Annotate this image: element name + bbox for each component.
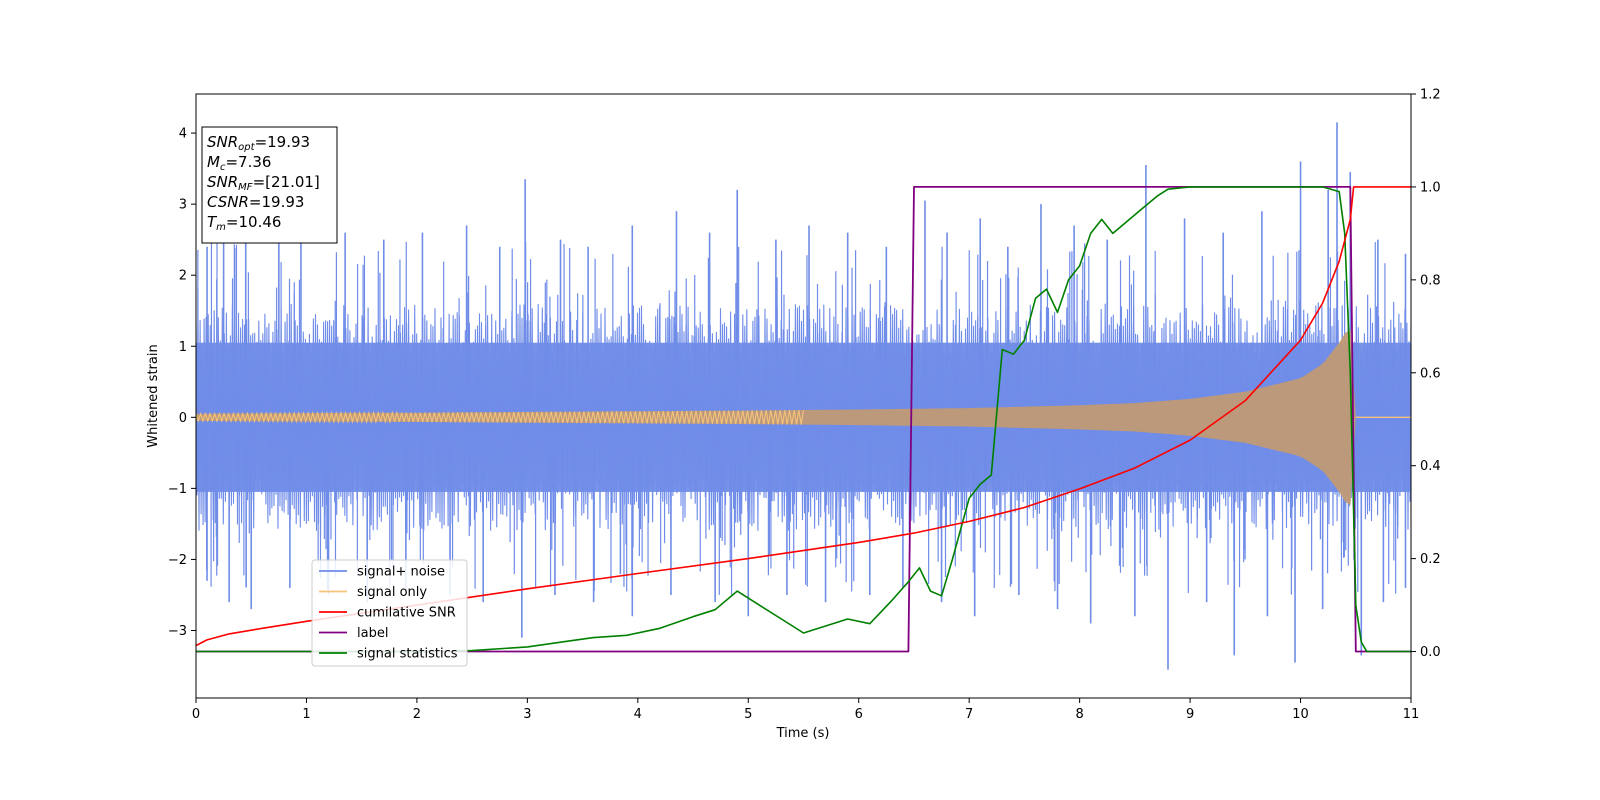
annotation-box: SNRopt=19.93Mc=7.36SNRMF=[21.01]CSNR=19.… [201,126,338,244]
x-axis: 0 1 2 3 4 5 6 7 8 9 10 11 [192,698,1419,722]
legend-entry-label: cumilative SNR [357,606,456,621]
x-tick-label: 11 [1403,707,1420,722]
annotation-line: Tm=10.46 [207,213,281,233]
annotation-frame [201,126,338,244]
y-left-tick-label: 2 [179,269,187,284]
x-tick-label: 3 [523,707,531,722]
y-left-tick-label: −2 [168,553,187,568]
legend-entry-label: signal statistics [357,647,458,662]
legend-frame [311,559,468,667]
y-left-tick-label: 3 [179,198,187,213]
y-right-tick-label: 0.2 [1420,552,1441,567]
y-left-tick-label: −3 [168,624,187,639]
x-tick-label: 6 [855,707,863,722]
series-signal-statistics [196,186,1411,653]
annotation-line: SNRopt=19.93 [207,133,310,153]
y-axis-left: −3 −2 −1 0 1 2 3 4 [168,127,196,639]
x-tick-label: 0 [192,707,200,722]
y-left-tick-label: 4 [179,127,187,142]
x-tick-label: 7 [965,707,973,722]
signal-oscillation [196,409,805,425]
annotation-line: Mc=7.36 [207,153,271,173]
legend-entry-label: label [357,626,388,641]
y-right-tick-label: 1.2 [1420,88,1441,103]
x-tick-label: 5 [744,707,752,722]
y-axis-right: 0.0 0.2 0.4 0.6 0.8 1.0 1.2 [1411,88,1441,660]
legend-entry-label: signal only [357,585,427,600]
y-right-tick-label: 1.0 [1420,180,1441,195]
series-label [196,186,1411,653]
x-tick-label: 8 [1075,707,1083,722]
y-left-tick-label: 0 [179,411,187,426]
legend-entry-label: signal+ noise [357,565,445,580]
y-left-tick-label: −1 [168,482,187,497]
legend: signal+ noise signal only cumilative SNR la… [311,559,468,667]
x-tick-label: 2 [413,707,421,722]
y-right-tick-label: 0.0 [1420,645,1441,660]
x-tick-label: 9 [1186,707,1194,722]
x-tick-label: 1 [302,707,310,722]
plot-frame [195,93,1412,699]
signal-envelope [196,329,1356,506]
x-tick-label: 4 [634,707,642,722]
y-right-tick-label: 0.4 [1420,459,1441,474]
x-tick-label: 10 [1292,707,1309,722]
noise-trace [196,303,1411,531]
annotation-line: CSNR=19.93 [207,193,304,211]
series-layer [196,122,1411,670]
x-axis-label: Time (s) [776,726,830,741]
y-right-tick-label: 0.8 [1420,273,1441,288]
y-right-tick-label: 0.6 [1420,366,1441,381]
annotation-line: SNRMF=[21.01] [207,173,320,193]
y-axis-label: Whitened strain [146,344,161,447]
y-left-tick-label: 1 [179,340,187,355]
series-signal-only [196,329,1411,506]
series-cumulative-snr [196,186,1411,647]
